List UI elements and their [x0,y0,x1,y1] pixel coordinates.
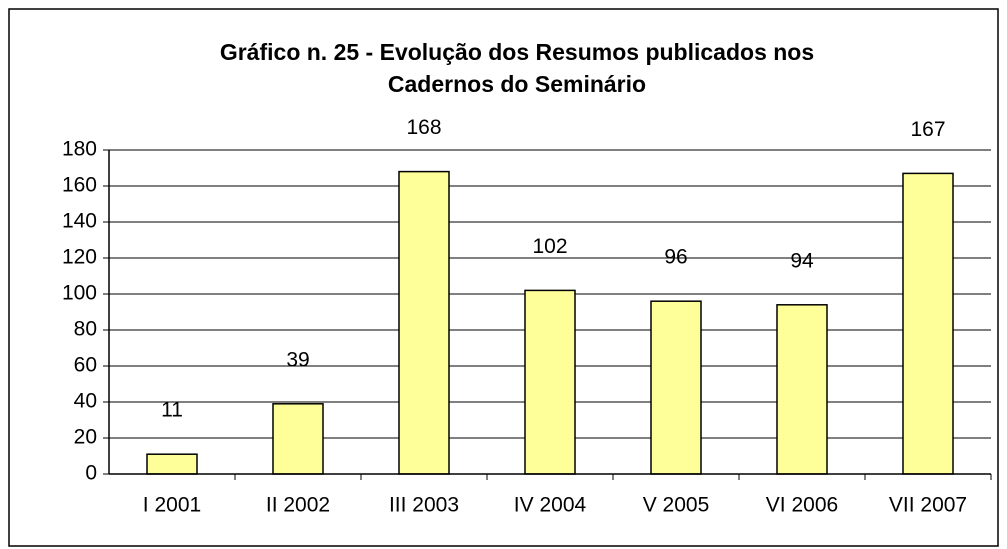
data-label: 96 [664,246,687,269]
y-tick-label: 60 [74,354,97,377]
y-tick-label: 20 [74,426,97,449]
chart-title: Gráfico n. 25 - Evolução dos Resumos pub… [220,39,814,65]
y-tick-label: 160 [62,174,97,197]
x-tick-label: I 2001 [143,494,201,517]
bar [272,403,324,475]
data-label: 94 [790,249,814,272]
data-label: 102 [532,235,567,258]
x-tick-label: VI 2006 [766,494,838,517]
x-tick-label: II 2002 [266,494,330,517]
bar [650,300,702,475]
bar [776,304,828,475]
data-label: 11 [161,399,183,422]
y-tick-label: 140 [62,210,97,233]
data-label: 39 [286,348,309,371]
bar [398,170,450,475]
data-label: 167 [910,118,945,141]
y-tick-label: 0 [85,462,97,485]
y-tick-label: 80 [74,318,97,341]
bar [146,453,198,475]
x-tick-label: IV 2004 [514,494,587,517]
y-tick-label: 40 [74,390,97,413]
x-tick-label: III 2003 [389,494,459,517]
x-tick-label: VII 2007 [889,494,967,517]
y-tick-label: 100 [62,282,97,305]
bar [902,172,954,475]
x-tick-label: V 2005 [643,494,710,517]
data-label: 168 [406,116,441,139]
y-tick-label: 180 [62,138,97,161]
y-tick-label: 120 [62,246,97,269]
chart-title: Cadernos do Seminário [388,71,646,97]
bar [524,289,576,475]
